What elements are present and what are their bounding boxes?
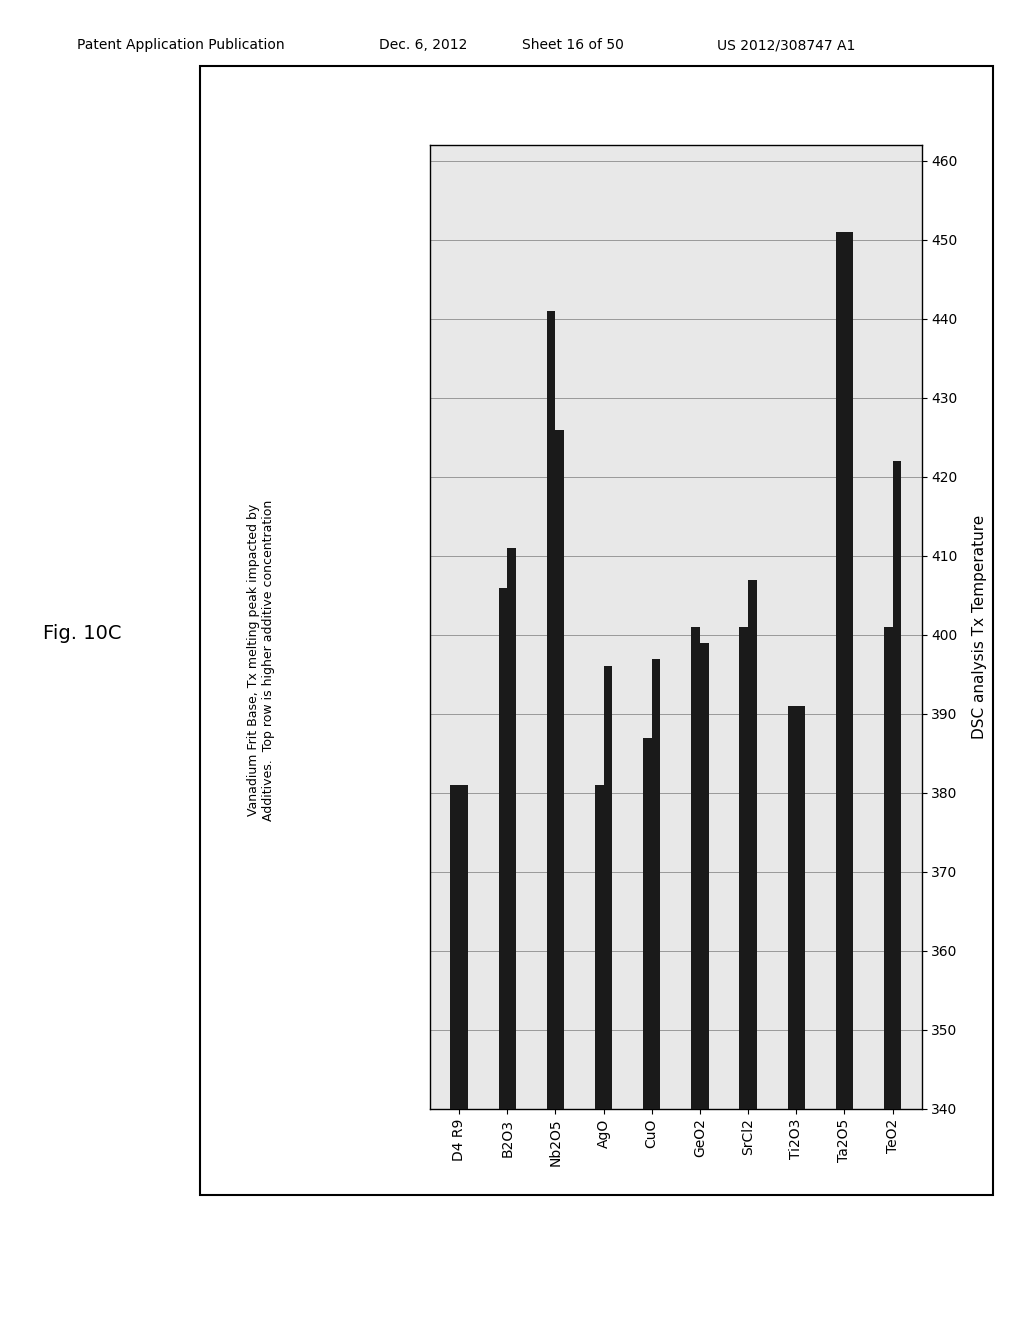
- Bar: [893, 461, 901, 1109]
- Bar: [595, 785, 603, 1109]
- Text: Patent Application Publication: Patent Application Publication: [77, 38, 285, 53]
- Y-axis label: DSC analysis Tx Temperature: DSC analysis Tx Temperature: [972, 515, 986, 739]
- Text: Vanadium Frit Base, Tx melting peak impacted by
Additives.  Top row is higher ad: Vanadium Frit Base, Tx melting peak impa…: [247, 499, 275, 821]
- Bar: [797, 706, 805, 1109]
- Text: Fig. 10C: Fig. 10C: [43, 624, 121, 643]
- Bar: [459, 785, 468, 1109]
- Bar: [884, 627, 893, 1109]
- Bar: [845, 232, 853, 1109]
- Bar: [739, 627, 749, 1109]
- Bar: [787, 706, 797, 1109]
- Bar: [691, 627, 700, 1109]
- Bar: [603, 667, 612, 1109]
- Bar: [451, 785, 459, 1109]
- Bar: [651, 659, 660, 1109]
- Bar: [555, 429, 564, 1109]
- Bar: [700, 643, 709, 1109]
- Bar: [749, 579, 757, 1109]
- Bar: [499, 587, 507, 1109]
- Bar: [643, 738, 651, 1109]
- Text: Sheet 16 of 50: Sheet 16 of 50: [522, 38, 624, 53]
- Bar: [507, 548, 516, 1109]
- Bar: [836, 232, 845, 1109]
- Bar: [547, 312, 555, 1109]
- Text: US 2012/308747 A1: US 2012/308747 A1: [717, 38, 855, 53]
- Text: Dec. 6, 2012: Dec. 6, 2012: [379, 38, 467, 53]
